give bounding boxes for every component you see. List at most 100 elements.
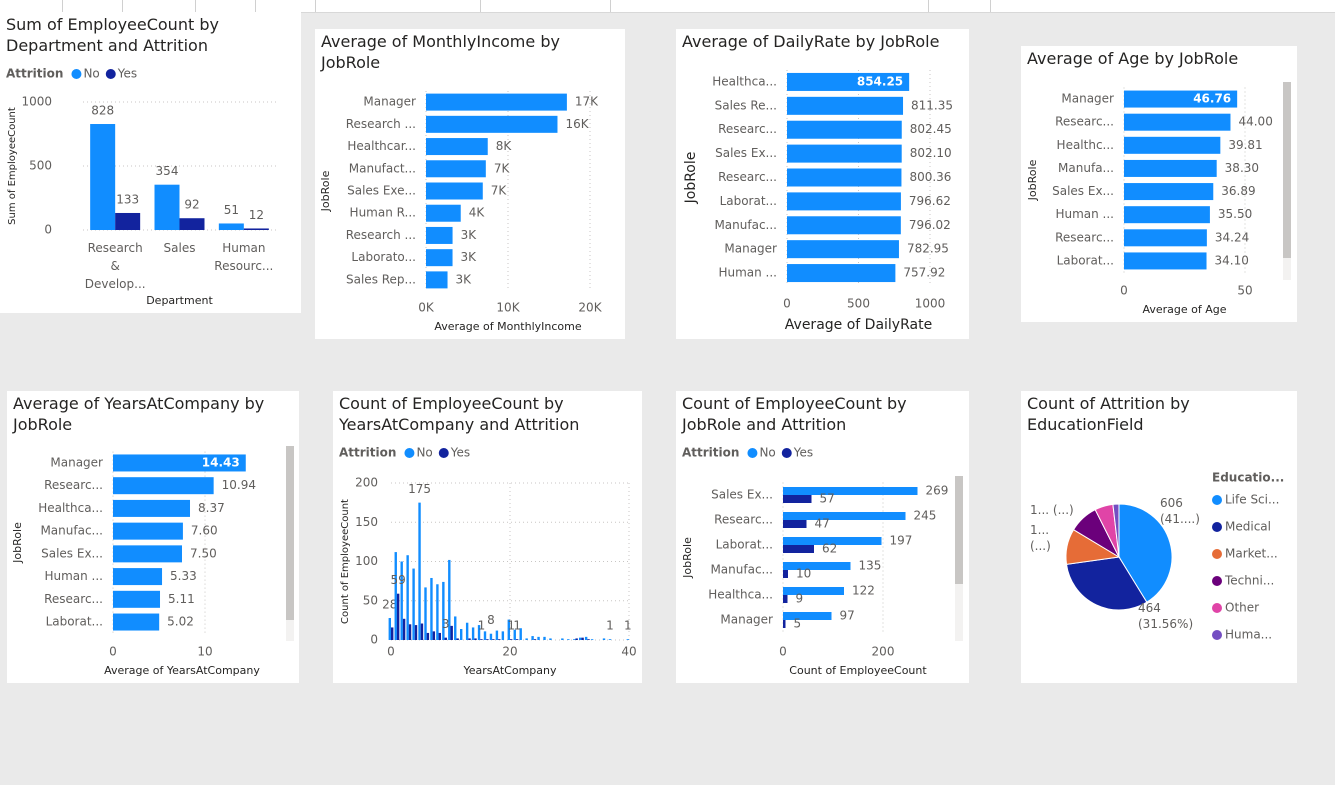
data-label: 36.89	[1221, 184, 1255, 198]
bar	[537, 636, 540, 640]
data-label: 35.50	[1218, 207, 1252, 221]
visual-panel: 0 10 Manager Researc... Healthca... Manufac..…	[7, 391, 299, 683]
data-label: 8K	[496, 139, 513, 153]
data-label: 10.94	[222, 478, 256, 492]
legend-marker	[1212, 549, 1222, 559]
data-label: 802.45	[910, 122, 952, 136]
bar	[498, 639, 501, 640]
y-tick-label: Manager	[363, 95, 416, 109]
data-label: 1	[624, 619, 632, 633]
bar	[787, 168, 902, 187]
bar	[414, 625, 418, 640]
legend-marker	[1212, 630, 1222, 640]
y-tick-label: 200	[355, 476, 378, 490]
bar	[402, 618, 406, 640]
legend-marker	[781, 448, 792, 458]
bar	[783, 562, 851, 570]
bar	[783, 512, 906, 520]
bar	[218, 223, 244, 230]
x-tick-label: Human Resourc...	[214, 241, 274, 273]
x-axis-title: Average of Age	[1142, 303, 1226, 316]
bar	[179, 218, 205, 230]
visual-panel: 0K 10K 20K Manager Research ... Healthcar... M…	[315, 29, 625, 339]
y-tick-label: 1000	[21, 95, 52, 109]
y-tick-label: Healthca...	[712, 74, 777, 88]
data-label: 354	[156, 164, 179, 178]
bar	[465, 622, 469, 640]
data-label: 133	[116, 192, 139, 206]
data-label: 5.02	[167, 615, 194, 629]
bar	[787, 96, 904, 115]
x-tick-label: 50	[1237, 284, 1252, 298]
bar	[1124, 183, 1214, 201]
scrollbar-thumb	[1283, 82, 1291, 258]
data-label: 796.02	[909, 218, 951, 232]
pie-slice	[1065, 556, 1148, 611]
legend-marker	[71, 69, 82, 79]
chart: 0 500 1000 828 354 51 133 92 12 Attrition No Yes Dep…	[6, 67, 276, 307]
separator	[928, 0, 929, 12]
data-label: 3	[442, 617, 450, 631]
bar	[533, 639, 537, 640]
bar	[426, 271, 448, 289]
bar	[515, 639, 519, 640]
data-label: 1... (...)	[1030, 503, 1074, 517]
legend-label: Other	[1225, 601, 1259, 615]
bar	[783, 495, 812, 503]
bar	[783, 545, 814, 553]
bar	[787, 120, 902, 139]
pie-slice	[1112, 503, 1120, 558]
legend-label: Yes	[450, 446, 470, 460]
bar	[400, 561, 403, 640]
y-tick-label: Human ...	[718, 266, 777, 280]
bar	[113, 590, 161, 608]
data-label: 59	[391, 573, 406, 587]
data-label: 800.36	[909, 170, 951, 184]
bar	[602, 638, 606, 640]
bar	[243, 228, 269, 230]
data-label: 1	[606, 619, 614, 633]
x-axis-title: Average of YearsAtCompany	[104, 664, 260, 677]
data-label: 606 (41....)	[1160, 496, 1200, 526]
legend-marker	[404, 448, 415, 458]
chart: 0 10 Manager Researc... Healthca... Manufac..…	[11, 446, 294, 677]
data-label: 802.10	[910, 146, 952, 160]
bar	[501, 631, 505, 640]
scrollbar-thumb	[286, 446, 294, 620]
bar	[1124, 252, 1207, 270]
x-tick-label: 500	[847, 297, 870, 311]
chart-title: Average of Age by JobRole	[1027, 49, 1239, 68]
data-label: 17K	[575, 95, 599, 109]
y-axis-title: Count of EmployeeCount	[340, 499, 351, 624]
x-axis-title: Average of MonthlyIncome	[434, 320, 582, 333]
data-label: 828	[91, 104, 114, 118]
legend-label: Medical	[1225, 520, 1271, 534]
bar	[432, 631, 436, 640]
y-tick-label: Manufa...	[1058, 161, 1114, 175]
y-tick-label: Sales Exe...	[347, 184, 416, 198]
legend-title: Attrition	[6, 67, 63, 81]
y-tick-label: Laborat...	[1057, 253, 1114, 267]
y-tick-label: 0	[44, 223, 52, 237]
bar	[454, 616, 457, 640]
bar	[426, 160, 486, 178]
x-axis-title: Count of EmployeeCount	[789, 664, 927, 677]
bar	[115, 212, 141, 230]
data-label: 757.92	[903, 266, 945, 280]
separator	[990, 0, 991, 12]
y-tick-label: Researc...	[1055, 230, 1114, 244]
data-label: 8	[487, 613, 495, 627]
bar	[1124, 90, 1238, 108]
data-label: 3K	[456, 272, 473, 286]
bar	[412, 568, 415, 640]
bar	[579, 637, 582, 640]
bar	[113, 613, 160, 631]
chart: 0 500 1000 Healthca... Sales Re... Researc...…	[683, 70, 953, 333]
y-tick-label: Manager	[50, 455, 103, 469]
bar	[783, 612, 832, 620]
y-tick-label: 0	[370, 633, 378, 647]
data-label: 245	[914, 509, 937, 523]
bar	[626, 639, 629, 640]
bar	[587, 639, 590, 640]
x-tick-label: 0	[779, 645, 787, 659]
